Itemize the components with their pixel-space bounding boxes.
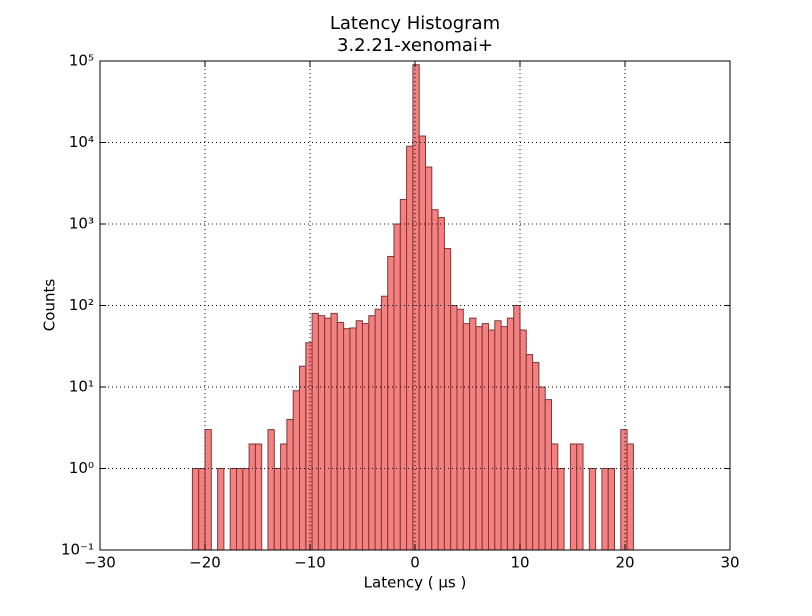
bar (217, 468, 225, 551)
bar (443, 248, 452, 551)
y-tick-label: 10⁴ (69, 133, 94, 151)
bar (355, 320, 364, 551)
bar (236, 468, 244, 551)
chart-title: Latency Histogram (330, 13, 500, 34)
x-tick-label: 10 (510, 554, 529, 572)
bar (362, 323, 370, 551)
bar (330, 312, 338, 551)
bar (406, 145, 414, 551)
bar (349, 327, 357, 551)
plot-frame (99, 60, 731, 551)
bar (601, 468, 609, 551)
bar (242, 468, 250, 551)
bar (475, 326, 483, 551)
bar (380, 295, 389, 551)
bar (494, 320, 502, 551)
bar (551, 443, 559, 551)
bar (286, 418, 294, 551)
bar (481, 323, 490, 551)
bar (532, 361, 540, 551)
bar (299, 365, 307, 551)
bar (513, 305, 521, 551)
bar (519, 329, 527, 551)
y-tick-label: 10² (69, 296, 94, 314)
x-tick-label: 30 (720, 554, 739, 572)
bar (469, 317, 477, 551)
bar (292, 390, 301, 551)
bar (588, 468, 597, 551)
bar (488, 329, 496, 551)
bar (368, 315, 376, 551)
x-tick-label: −30 (84, 554, 116, 572)
bar (393, 223, 401, 551)
bar (198, 468, 206, 551)
bar (525, 354, 534, 551)
chart-subtitle: 3.2.21-xenomai+ (337, 35, 493, 56)
bar (412, 64, 420, 551)
bar (418, 135, 427, 551)
bar (506, 317, 515, 551)
bar (317, 315, 326, 551)
bar (267, 429, 275, 551)
bar (576, 443, 584, 551)
bar (336, 321, 345, 551)
bar (254, 443, 263, 551)
bar (437, 217, 445, 551)
bar (248, 443, 256, 551)
bar (387, 255, 395, 551)
y-tick-label: 10⁵ (69, 52, 94, 70)
bar (204, 429, 212, 551)
bar (544, 399, 553, 551)
x-tick-label: −10 (294, 554, 326, 572)
x-tick-label: 20 (615, 554, 634, 572)
bar (431, 209, 439, 551)
x-tick-label: −20 (189, 554, 221, 572)
bar (399, 198, 408, 551)
bar (280, 443, 288, 551)
bar (607, 468, 616, 551)
bar (324, 317, 332, 551)
bar (229, 468, 237, 551)
y-tick-label: 10⁻¹ (61, 541, 94, 559)
bar (191, 468, 200, 551)
bar (620, 429, 628, 551)
bar (305, 342, 313, 551)
bar (557, 468, 565, 551)
bar (273, 468, 282, 551)
bar (462, 323, 471, 551)
y-tick-label: 10¹ (69, 378, 94, 396)
y-tick-label: 10³ (69, 215, 94, 233)
bar (374, 308, 382, 551)
bar (500, 326, 508, 551)
bar (311, 312, 319, 551)
bar (456, 308, 464, 551)
bar (569, 443, 578, 551)
x-tick-label: 0 (410, 554, 420, 572)
x-axis-label: Latency ( μs ) (364, 574, 467, 592)
y-tick-label: 10⁰ (69, 459, 94, 477)
bar (343, 328, 351, 551)
bar (626, 443, 634, 551)
y-axis-label: Counts (41, 279, 59, 332)
bar (450, 305, 458, 551)
